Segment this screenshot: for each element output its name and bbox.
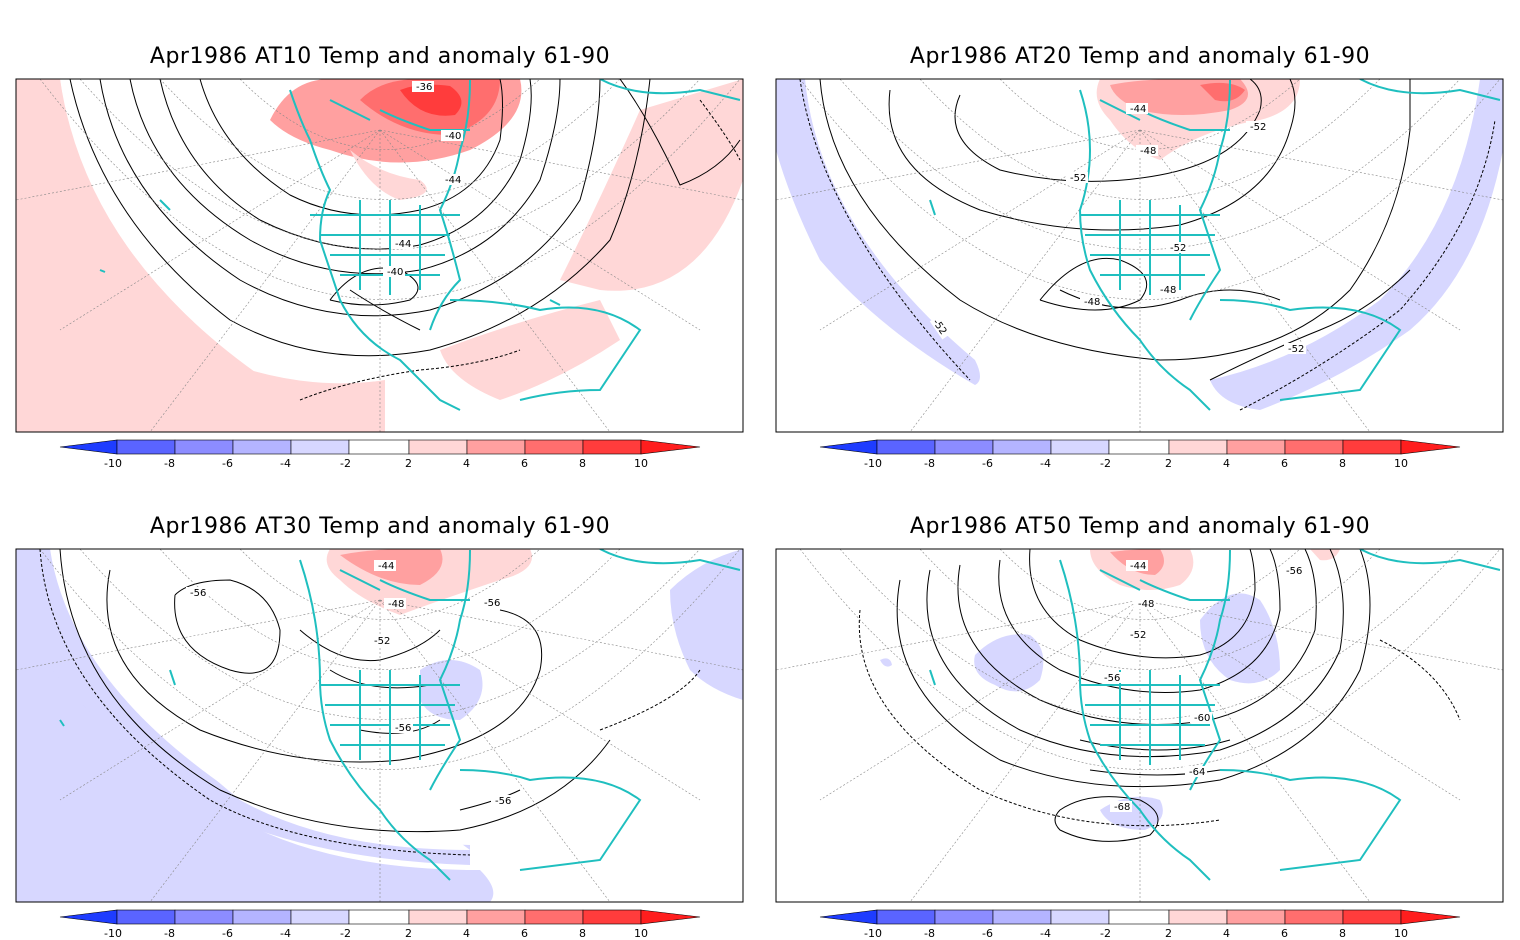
colorbar-tick: 8 xyxy=(1339,927,1346,940)
contour-label: -64 xyxy=(1189,767,1205,778)
colorbar-tick: -8 xyxy=(164,457,175,470)
panel-at50: Apr1986 AT50 Temp and anomaly 61-90 xyxy=(760,470,1520,940)
contour-label: -68 xyxy=(1114,802,1130,813)
contour-label: -44 xyxy=(1130,561,1146,572)
colorbar: -10 -8 -6 -4 -2 2 4 6 8 10 xyxy=(819,909,1461,940)
colorbar: -10 -8 -6 -4 -2 2 4 6 8 10 xyxy=(819,439,1461,470)
colorbar-tick: 4 xyxy=(1223,457,1230,470)
contour-label: -40 xyxy=(445,131,461,142)
colorbar-tick: 6 xyxy=(521,457,528,470)
contour-label: -48 xyxy=(1138,599,1154,610)
map-at20: -44 -48 -52 -52 -52 -48 -48 -52 -52 xyxy=(775,78,1504,470)
contour-label: -56 xyxy=(495,796,511,807)
colorbar-tick: 8 xyxy=(579,927,586,940)
contour-label: -60 xyxy=(1194,713,1210,724)
contour-label: -48 xyxy=(388,599,404,610)
contour-label: -52 xyxy=(1070,173,1086,184)
colorbar-tick: 2 xyxy=(1165,927,1172,940)
contour-label: -44 xyxy=(1130,104,1146,115)
contour-label: -52 xyxy=(1170,243,1186,254)
contour-label: -44 xyxy=(445,175,461,186)
contour-label: -52 xyxy=(1288,344,1304,355)
contour-label: -48 xyxy=(1140,146,1156,157)
panel-at10: Apr1986 AT10 Temp and anomaly 61-90 xyxy=(0,0,760,470)
map-at30: -44 -48 -52 -56 -56 -56 -56 - xyxy=(15,548,744,940)
colorbar-tick: 4 xyxy=(463,927,470,940)
colorbar-tick: -6 xyxy=(982,927,993,940)
contour-label: -48 xyxy=(1084,297,1100,308)
colorbar-tick: -2 xyxy=(340,927,351,940)
colorbar-tick: -8 xyxy=(924,927,935,940)
contour-label: -52 xyxy=(1130,630,1146,641)
colorbar-tick: 2 xyxy=(405,457,412,470)
colorbar-tick: -8 xyxy=(924,457,935,470)
colorbar-tick: -4 xyxy=(1040,457,1051,470)
colorbar-tick: 4 xyxy=(1223,927,1230,940)
colorbar-tick: -10 xyxy=(864,457,882,470)
contour-label: -56 xyxy=(1104,673,1120,684)
colorbar-tick: 2 xyxy=(405,927,412,940)
map-frame xyxy=(775,548,1504,903)
contour-label: -44 xyxy=(395,239,411,250)
map-frame xyxy=(15,78,744,433)
colorbar-tick: -6 xyxy=(222,927,233,940)
panel-at20: Apr1986 AT20 Temp and anomaly 61-90 xyxy=(760,0,1520,470)
colorbar-tick: 10 xyxy=(634,927,648,940)
colorbar-tick: -2 xyxy=(340,457,351,470)
contour-label: -52 xyxy=(1250,122,1266,133)
colorbar-tick: -2 xyxy=(1100,457,1111,470)
colorbar-tick: -2 xyxy=(1100,927,1111,940)
colorbar-tick: 8 xyxy=(1339,457,1346,470)
contour-label: -44 xyxy=(378,561,394,572)
colorbar-tick: -10 xyxy=(104,927,122,940)
colorbar-tick: -4 xyxy=(1040,927,1051,940)
contour-label: -56 xyxy=(395,723,411,734)
colorbar-tick: 10 xyxy=(1394,927,1408,940)
panel-title: Apr1986 AT20 Temp and anomaly 61-90 xyxy=(909,44,1371,69)
panel-title: Apr1986 AT50 Temp and anomaly 61-90 xyxy=(909,514,1371,539)
colorbar-tick: 6 xyxy=(1281,927,1288,940)
map-at50: -44 -48 -52 -56 -56 -60 -64 -68 xyxy=(775,548,1504,940)
contour-label: -56 xyxy=(484,598,500,609)
contour-label: -52 xyxy=(374,636,390,647)
colorbar-tick: 10 xyxy=(1394,457,1408,470)
contour-label: -56 xyxy=(1286,566,1302,577)
contour-label: -56 xyxy=(190,588,206,599)
map-frame xyxy=(15,548,744,903)
colorbar: -10 -8 -6 -4 -2 2 4 6 8 10 xyxy=(59,439,701,470)
colorbar-tick: -10 xyxy=(864,927,882,940)
panel-title: Apr1986 AT30 Temp and anomaly 61-90 xyxy=(149,514,611,539)
contour-label: -36 xyxy=(416,82,432,93)
colorbar-tick: 6 xyxy=(1281,457,1288,470)
colorbar-tick: -8 xyxy=(164,927,175,940)
colorbar-tick: 4 xyxy=(463,457,470,470)
colorbar-tick: 2 xyxy=(1165,457,1172,470)
colorbar-tick: -6 xyxy=(222,457,233,470)
colorbar-tick: -10 xyxy=(104,457,122,470)
colorbar-tick: 10 xyxy=(634,457,648,470)
colorbar-tick: 8 xyxy=(579,457,586,470)
colorbar-tick: -4 xyxy=(280,457,291,470)
contour-label: -40 xyxy=(387,267,403,278)
map-frame xyxy=(775,78,1504,433)
contour-label: -48 xyxy=(1160,285,1176,296)
panel-title: Apr1986 AT10 Temp and anomaly 61-90 xyxy=(149,44,611,69)
colorbar-tick: -6 xyxy=(982,457,993,470)
colorbar-tick: -4 xyxy=(280,927,291,940)
map-at10: -36 -40 -44 -44 -40 -10 -8 -6 -4 xyxy=(15,78,744,470)
panel-at30: Apr1986 AT30 Temp and anomaly 61-90 xyxy=(0,470,760,940)
colorbar: -10 -8 -6 -4 -2 2 4 6 8 10 xyxy=(59,909,701,940)
colorbar-tick: 6 xyxy=(521,927,528,940)
